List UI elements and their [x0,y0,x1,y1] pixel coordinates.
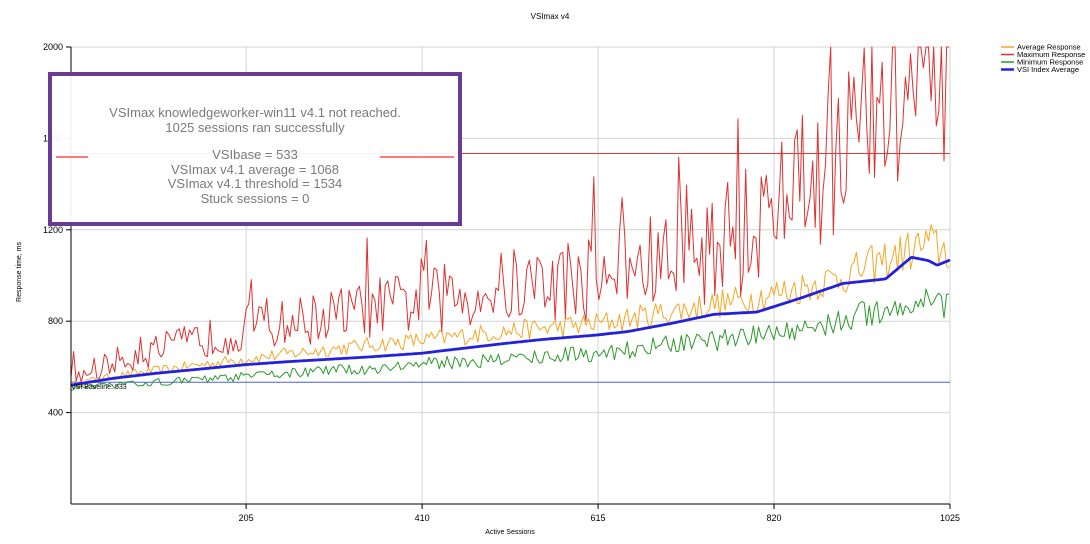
x-tick-label: 1025 [940,513,960,523]
series-line-vsi-index-average [70,255,951,387]
legend-label: Minimum Response [1017,58,1083,67]
x-tick-label: 615 [591,513,606,523]
y-tick-label: 1200 [43,225,63,235]
series-line-average-response [70,224,950,388]
summary-sessions: 1025 sessions ran successfully [165,119,345,135]
summary-average: VSImax v4.1 average = 1068 [170,161,340,177]
x-axis-title: Active Sessions [485,529,535,536]
baseline-label: VSI Baseline: 533 [71,384,127,391]
y-tick-label: 800 [48,316,63,326]
y-tick-label: 2000 [43,42,63,52]
summary-stuck: Stuck sessions = 0 [200,190,310,206]
legend-label: Maximum Response [1017,50,1085,59]
x-tick-label: 820 [767,513,782,523]
legend-label: VSI Index Average [1017,65,1079,74]
y-tick-label: 400 [48,408,63,418]
summary-threshold: VSImax v4.1 threshold = 1534 [167,176,343,191]
series-line-maximum-response [70,46,950,383]
chart-title: VSImax v4 [531,12,570,21]
x-tick-label: 205 [239,513,254,523]
summary-separator-right [380,156,454,158]
x-tick-label: 410 [415,513,430,523]
series-lines [70,46,951,391]
legend-label: Average Response [1017,43,1081,52]
summary-box: VSImax knowledgeworker-win11 v4.1 not re… [48,72,462,226]
series-line-minimum-response [70,288,950,391]
summary-separator-left [56,156,88,158]
y-axis-title: Response time, ms [16,242,23,302]
summary-status: VSImax knowledgeworker-win11 v4.1 not re… [109,105,401,120]
summary-vsibase: VSIbase = 533 [212,147,298,162]
